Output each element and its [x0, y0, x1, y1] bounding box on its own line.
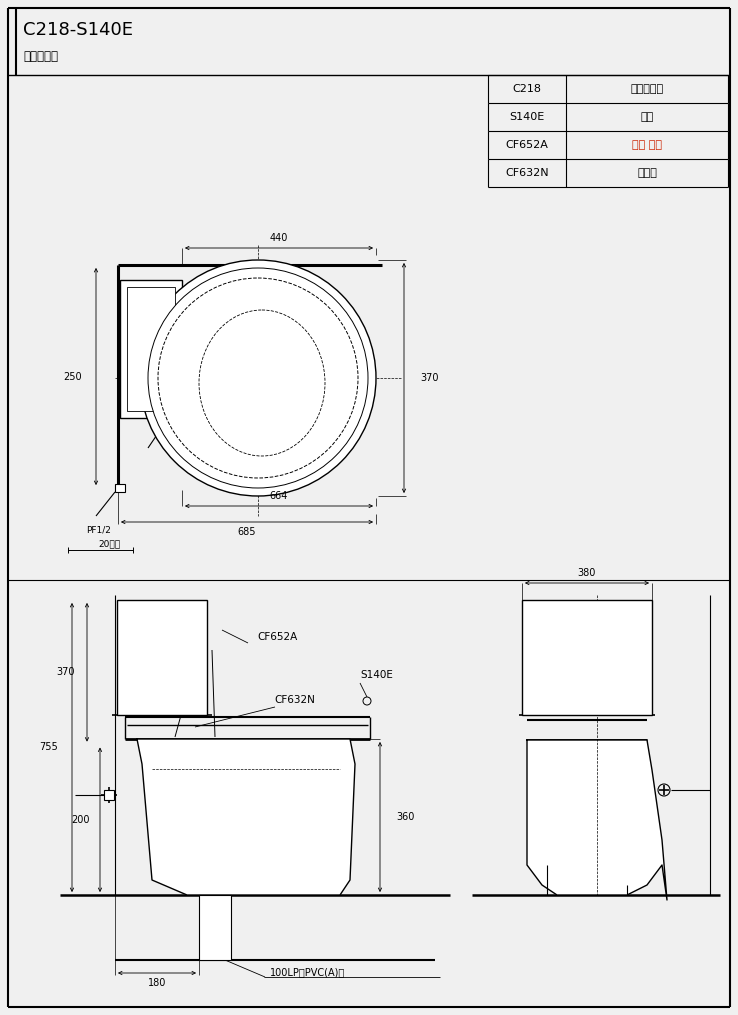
Ellipse shape — [148, 268, 368, 488]
Text: 370: 370 — [57, 667, 75, 677]
Polygon shape — [527, 740, 667, 900]
Text: 兩件式馬桶: 兩件式馬桶 — [630, 84, 663, 94]
Bar — [104, 790, 114, 800]
Text: CF652A: CF652A — [506, 140, 548, 150]
Bar — [120, 280, 182, 418]
Text: 664: 664 — [270, 491, 288, 501]
Text: 360: 360 — [396, 812, 414, 822]
Text: 440: 440 — [270, 233, 288, 243]
Text: 馬桶蓋: 馬桶蓋 — [637, 168, 657, 178]
Text: CF652A: CF652A — [258, 632, 298, 642]
Text: C218-S140E: C218-S140E — [23, 21, 133, 39]
Text: 兩件式馬桶: 兩件式馬桶 — [23, 50, 58, 63]
Text: 水箱: 水箱 — [641, 112, 654, 122]
Text: 20以內: 20以內 — [98, 540, 120, 548]
Text: CF632N: CF632N — [275, 695, 315, 705]
Polygon shape — [137, 739, 355, 895]
Text: 200: 200 — [72, 815, 90, 825]
Text: 755: 755 — [39, 743, 58, 752]
Bar — [115, 484, 125, 492]
Text: 250: 250 — [63, 371, 82, 382]
Text: PF1/2: PF1/2 — [86, 526, 111, 535]
Text: 180: 180 — [148, 978, 166, 988]
Text: CF632N: CF632N — [506, 168, 549, 178]
Text: 100LP或PVC(A)管: 100LP或PVC(A)管 — [270, 967, 345, 977]
Text: 380: 380 — [578, 568, 596, 578]
Text: 水箱 另件: 水箱 另件 — [632, 140, 662, 150]
Text: S140E: S140E — [509, 112, 545, 122]
Bar — [117, 600, 207, 715]
Ellipse shape — [140, 260, 376, 496]
Text: 370: 370 — [420, 373, 438, 383]
Bar — [522, 600, 652, 715]
Bar — [199, 895, 231, 960]
Bar — [127, 287, 175, 411]
Text: C218: C218 — [512, 84, 542, 94]
Text: S140E: S140E — [360, 670, 393, 680]
Text: 685: 685 — [238, 527, 256, 537]
